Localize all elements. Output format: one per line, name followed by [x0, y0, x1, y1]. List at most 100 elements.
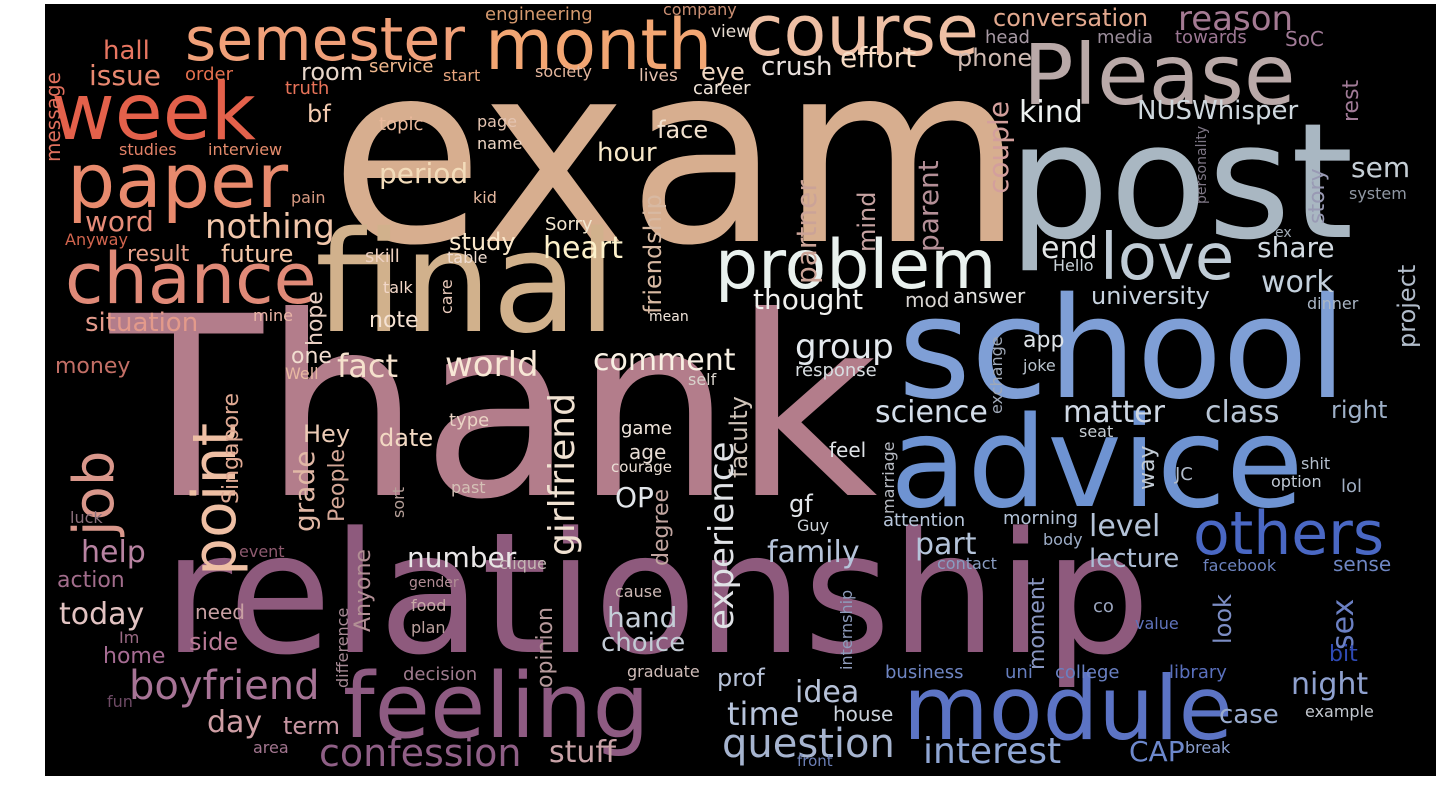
word: house: [833, 702, 894, 726]
word: choice: [601, 628, 686, 658]
word: note: [369, 308, 419, 333]
word: money: [55, 354, 131, 379]
word: love: [1100, 221, 1235, 295]
word: today: [59, 597, 145, 632]
word: food: [411, 596, 447, 615]
word: issue: [89, 59, 161, 92]
word: CAP: [1129, 735, 1185, 768]
word: view: [711, 22, 751, 42]
word: example: [1305, 702, 1374, 721]
word: heart: [543, 231, 623, 266]
word: result: [127, 242, 190, 267]
word: clique: [499, 554, 547, 573]
word: courage: [611, 458, 673, 476]
word: rest: [1339, 79, 1364, 122]
word: help: [81, 535, 146, 570]
word: marriage: [879, 441, 898, 514]
word: day: [207, 705, 263, 740]
word: family: [767, 535, 860, 570]
word: school: [898, 268, 1347, 431]
word: Hello: [1053, 256, 1094, 275]
word: Singapore: [219, 393, 244, 504]
word: college: [1055, 662, 1120, 683]
word: cause: [615, 582, 662, 601]
word: problem: [715, 226, 997, 305]
word: career: [693, 78, 751, 99]
word: paper: [67, 136, 289, 225]
word: semester: [185, 5, 465, 75]
word: future: [221, 240, 294, 268]
word: lecture: [1089, 544, 1180, 574]
word: study: [449, 228, 516, 256]
word: past: [451, 478, 486, 497]
word: fun: [107, 692, 133, 711]
word: interview: [208, 140, 283, 159]
word: response: [795, 360, 877, 381]
word: eye: [701, 58, 745, 86]
word: library: [1169, 662, 1227, 683]
word: boyfriend: [129, 663, 320, 709]
word: JC: [1175, 464, 1193, 485]
word: lives: [639, 66, 678, 86]
word: level: [1089, 509, 1161, 544]
word: system: [1349, 184, 1407, 203]
word: talk: [383, 278, 413, 297]
word: experience: [702, 441, 742, 630]
word: module: [903, 657, 1233, 760]
word: grade: [288, 450, 321, 532]
word: bf: [307, 100, 331, 128]
word: university: [1091, 282, 1210, 310]
word: chance: [65, 238, 317, 320]
word: shit: [1301, 454, 1331, 473]
word: self: [688, 370, 717, 389]
word: app: [1023, 328, 1065, 353]
word: room: [301, 58, 364, 86]
word: couple: [982, 100, 1015, 194]
word: event: [239, 542, 285, 561]
word: date: [379, 424, 434, 452]
word: answer: [953, 284, 1026, 308]
word: stuff: [549, 735, 617, 770]
word: mind: [853, 191, 881, 253]
word: morning: [1003, 508, 1078, 529]
word: side: [189, 628, 239, 656]
word: sense: [1333, 552, 1392, 576]
word: page: [477, 112, 517, 131]
word: mean: [649, 309, 689, 325]
word: Im: [119, 628, 140, 647]
word: topic: [379, 114, 424, 135]
word: area: [253, 738, 289, 757]
word: luck: [70, 508, 103, 527]
word: joke: [1023, 356, 1056, 375]
word: Anyway: [65, 230, 128, 249]
word: attention: [883, 510, 966, 531]
word: time: [727, 695, 800, 733]
word: media: [1097, 27, 1154, 48]
word: feeling: [343, 654, 650, 759]
word: relationship: [163, 496, 1151, 692]
word: People: [325, 448, 350, 522]
word: kind: [1019, 95, 1083, 130]
word: one: [291, 344, 332, 369]
word: look: [1209, 594, 1237, 644]
word: Hey: [303, 420, 351, 448]
word: word: [85, 205, 154, 238]
word: truth: [285, 78, 330, 99]
word: option: [1271, 472, 1322, 491]
word: final: [315, 202, 617, 365]
word: situation: [85, 308, 199, 338]
word: dinner: [1307, 294, 1359, 313]
word: interest: [923, 731, 1062, 772]
word: way: [1135, 445, 1160, 491]
word: partner: [790, 180, 823, 284]
word: Thank: [110, 263, 878, 554]
word: class: [1205, 395, 1280, 430]
word: Anyone: [351, 549, 376, 632]
word: period: [379, 157, 469, 190]
word: question: [722, 721, 895, 767]
word: Please: [1023, 26, 1296, 124]
word: matter: [1063, 395, 1165, 430]
word: decision: [403, 664, 478, 685]
word: mod: [905, 288, 950, 312]
word: society: [535, 62, 592, 81]
